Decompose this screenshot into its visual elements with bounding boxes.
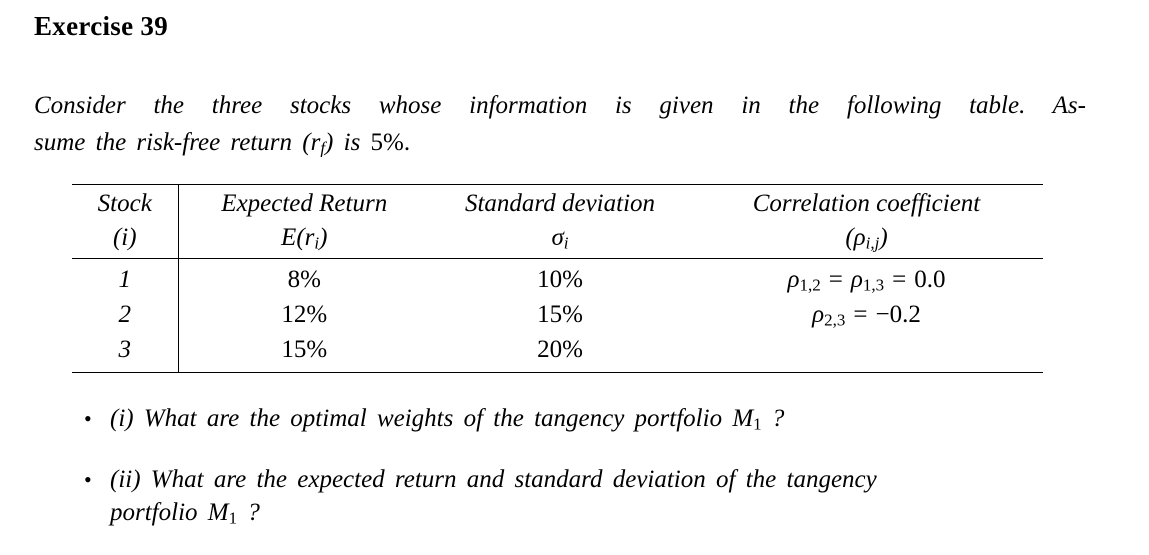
header-std-deviation: Standard deviation σi [430, 184, 690, 259]
table-row: 1 8% 10% ρ1,2 = ρ1,3 = 0.0 [72, 258, 1043, 297]
stock-1-std-dev: 10% [537, 266, 583, 293]
bullet-icon: • [84, 406, 92, 431]
intro-line-2: sume the risk-free return (rf) is 5%. [34, 129, 411, 158]
bullet-icon: • [84, 467, 92, 492]
correlation-line-1: ρ1,2 = ρ1,3 = 0.0 [787, 266, 946, 295]
question-ii-text: (ii) What are the expected return and st… [110, 463, 877, 529]
risk-free-rate-value: 5%. [370, 129, 411, 156]
stock-3-std-dev: 20% [537, 336, 583, 363]
stocks-table: Stock (i) Expected Return E(ri) Standard… [72, 184, 1043, 373]
table-row: 3 15% 20% [72, 332, 1043, 373]
question-ii: • (ii) What are the expected return and … [84, 463, 877, 529]
stock-3-expected-return: 15% [281, 336, 328, 363]
table-header-row: Stock (i) Expected Return E(ri) Standard… [72, 184, 1043, 259]
header-expected-return: Expected Return E(ri) [178, 184, 430, 259]
question-i: • (i) What are the optimal weights of th… [84, 402, 784, 435]
stock-2-std-dev: 15% [537, 301, 583, 328]
table-row: 2 12% 15% ρ2,3 = −0.2 [72, 297, 1043, 332]
correlation-line-2: ρ2,3 = −0.2 [812, 301, 921, 330]
header-correlation: Correlation coefficient (ρi,j) [690, 184, 1043, 259]
stock-3-id: 3 [72, 332, 179, 373]
exercise-title: Exercise 39 [34, 11, 169, 41]
stock-1-expected-return: 8% [287, 266, 321, 293]
intro-paragraph: Consider the three stocks whose informat… [34, 87, 1086, 161]
stock-1-id: 1 [72, 258, 179, 297]
question-i-text: (i) What are the optimal weights of the … [110, 405, 785, 434]
question-ii-line-2: portfolio M1 ? [110, 499, 260, 528]
stocks-table-wrap: Stock (i) Expected Return E(ri) Standard… [72, 184, 1043, 373]
question-ii-line-1: (ii) What are the expected return and st… [110, 466, 877, 493]
stock-2-id: 2 [72, 297, 179, 332]
intro-line-1: Consider the three stocks whose informat… [34, 92, 1086, 119]
risk-free-subscript: f [320, 138, 326, 158]
header-stock: Stock (i) [72, 184, 179, 259]
correlation-empty-cell [690, 332, 1043, 373]
stock-2-expected-return: 12% [281, 301, 328, 328]
